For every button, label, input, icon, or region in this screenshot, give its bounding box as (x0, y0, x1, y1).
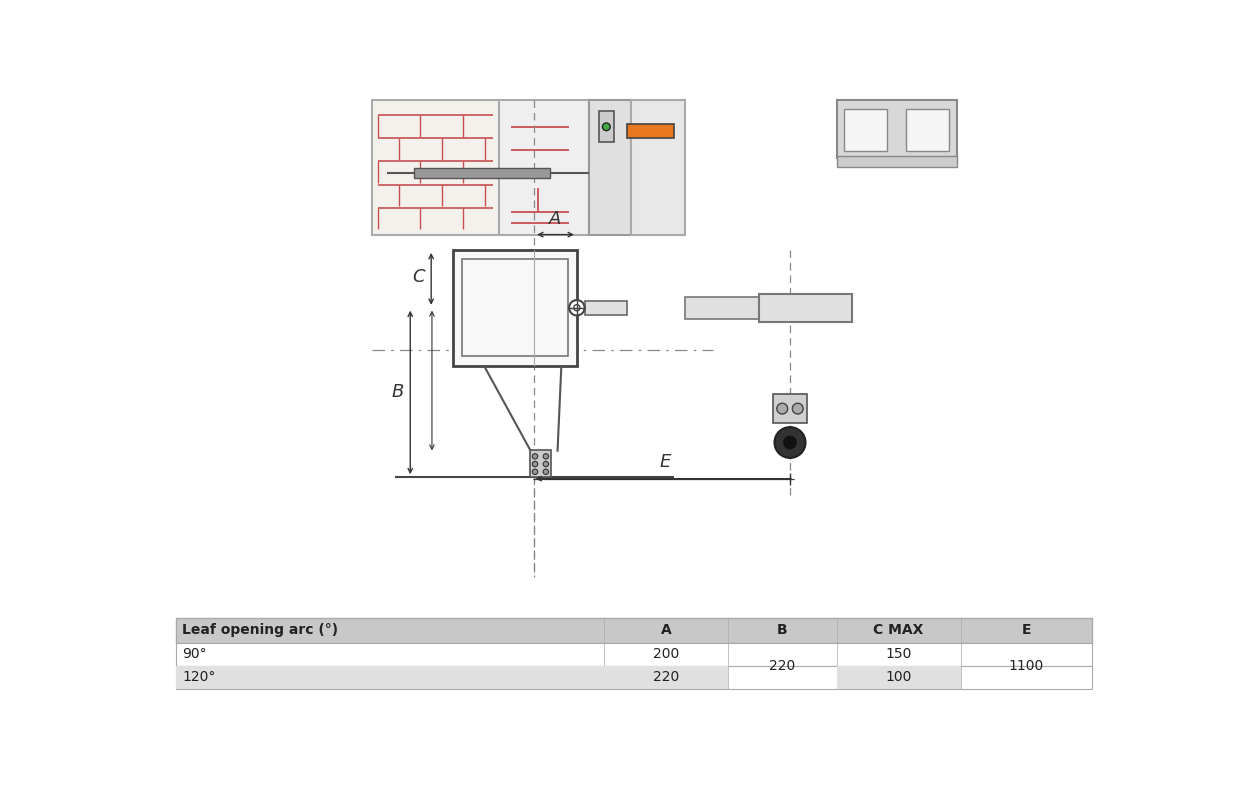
Circle shape (543, 462, 549, 466)
Bar (529, 450, 551, 477)
Text: 150: 150 (885, 647, 912, 662)
Bar (499, 100, 588, 234)
Circle shape (602, 123, 611, 130)
Bar (462, 259, 567, 356)
Bar (177, 666, 1093, 689)
Bar (598, 111, 614, 142)
Text: 1100: 1100 (1009, 659, 1044, 673)
Circle shape (543, 454, 549, 459)
Text: B: B (392, 383, 404, 402)
Bar (414, 168, 550, 178)
Text: E: E (1022, 623, 1031, 638)
Bar (837, 100, 957, 158)
Text: C: C (413, 268, 425, 286)
Circle shape (533, 462, 538, 466)
Circle shape (569, 300, 585, 315)
Text: 200: 200 (653, 647, 679, 662)
Circle shape (533, 454, 538, 459)
Bar (686, 297, 779, 318)
Text: B: B (777, 623, 787, 638)
Bar (585, 301, 627, 314)
Bar (772, 394, 807, 423)
Text: 100: 100 (885, 670, 912, 684)
Text: A: A (660, 623, 671, 638)
Bar (588, 100, 632, 234)
Text: 220: 220 (653, 670, 679, 684)
Circle shape (784, 436, 796, 449)
Bar (906, 109, 949, 151)
Circle shape (533, 469, 538, 474)
Bar (177, 618, 1093, 642)
Text: C MAX: C MAX (874, 623, 923, 638)
Circle shape (543, 469, 549, 474)
Bar (837, 666, 960, 689)
Circle shape (776, 403, 787, 414)
Bar (632, 100, 686, 234)
Text: 120°: 120° (183, 670, 216, 684)
Bar (837, 156, 957, 167)
Bar (627, 125, 674, 138)
Bar (177, 666, 728, 689)
Text: E: E (660, 453, 671, 471)
Text: 220: 220 (769, 659, 796, 673)
Bar (759, 294, 852, 322)
Circle shape (775, 427, 806, 458)
Bar (844, 109, 887, 151)
Circle shape (792, 403, 803, 414)
Text: A: A (549, 210, 561, 229)
Bar (372, 100, 499, 234)
Text: Leaf opening arc (°): Leaf opening arc (°) (183, 623, 339, 638)
Bar (452, 250, 577, 366)
Bar (177, 642, 1093, 666)
Text: 90°: 90° (183, 647, 206, 662)
